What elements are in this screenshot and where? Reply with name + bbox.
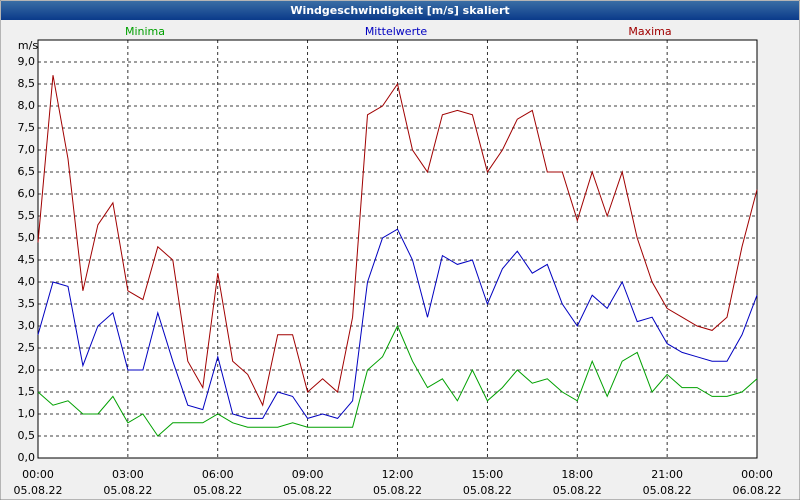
y-tick-label: 1,0 [18, 407, 36, 420]
x-tick-label: 09:00 [292, 468, 324, 481]
title-bar [1, 1, 799, 20]
y-tick-label: 8,5 [18, 77, 36, 90]
series-line [37, 75, 758, 407]
y-tick-label: 7,5 [18, 121, 36, 134]
x-tick-label: 03:00 [112, 468, 144, 481]
y-tick-label: 1,5 [18, 385, 36, 398]
x-tick-date: 05.08.22 [283, 484, 332, 497]
x-tick-label: 06:00 [202, 468, 234, 481]
x-tick-label: 00:00 [22, 468, 54, 481]
series-line [37, 324, 758, 437]
y-tick-label: 6,0 [18, 187, 36, 200]
x-tick-date: 05.08.22 [463, 484, 512, 497]
x-tick-date: 05.08.22 [103, 484, 152, 497]
x-tick-label: 15:00 [472, 468, 504, 481]
x-tick-date: 05.08.22 [193, 484, 242, 497]
x-tick-date: 05.08.22 [14, 484, 63, 497]
y-tick-label: 4,5 [18, 253, 36, 266]
x-tick-label: 12:00 [382, 468, 414, 481]
y-tick-label: 0,5 [18, 429, 36, 442]
y-tick-label: 3,5 [18, 297, 36, 310]
y-tick-label: 4,0 [18, 275, 36, 288]
y-tick-label: 6,5 [18, 165, 36, 178]
y-tick-label: 8,0 [18, 99, 36, 112]
y-tick-label: 9,0 [18, 55, 36, 68]
chart-title: Windgeschwindigkeit [m/s] skaliert [290, 4, 509, 17]
y-tick-label: 5,5 [18, 209, 36, 222]
x-tick-date: 06.08.22 [733, 484, 782, 497]
x-tick-label: 00:00 [741, 468, 773, 481]
x-tick-label: 18:00 [561, 468, 593, 481]
series-line [37, 228, 758, 419]
x-tick-label: 21:00 [651, 468, 683, 481]
legend-label: Mittelwerte [365, 25, 428, 38]
y-tick-label: 2,0 [18, 363, 36, 376]
y-tick-label: 7,0 [18, 143, 36, 156]
x-tick-date: 05.08.22 [553, 484, 602, 497]
y-tick-label: 3,0 [18, 319, 36, 332]
x-tick-date: 05.08.22 [373, 484, 422, 497]
legend-label: Minima [125, 25, 165, 38]
legend-label: Maxima [628, 25, 671, 38]
y-tick-label: 5,0 [18, 231, 36, 244]
y-axis-label: m/s [18, 39, 38, 52]
y-tick-label: 2,5 [18, 341, 36, 354]
y-tick-label: 0,0 [18, 451, 36, 464]
x-tick-date: 05.08.22 [643, 484, 692, 497]
